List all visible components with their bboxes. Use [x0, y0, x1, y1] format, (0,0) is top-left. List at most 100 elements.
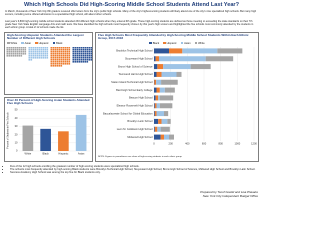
waffle-square — [64, 46, 67, 49]
bar-segment — [164, 134, 169, 140]
waffle-square — [72, 52, 75, 55]
bullet: Success Academy High School was among th… — [10, 171, 263, 174]
legend-item: White — [7, 42, 17, 45]
waffle-square — [88, 56, 91, 59]
legend-label: Hispanic — [38, 41, 49, 45]
waffle-square — [86, 48, 89, 51]
waffle-square — [42, 48, 45, 51]
waffle-square — [50, 62, 53, 65]
waffle-square — [74, 48, 77, 51]
waffle-square — [80, 56, 83, 59]
waffle-square — [60, 50, 63, 53]
waffle-square — [38, 46, 41, 49]
waffle-square — [46, 48, 49, 51]
waffle-square — [74, 52, 77, 55]
waffle-square — [40, 52, 43, 55]
waffle-square — [90, 48, 93, 51]
waffle-square — [80, 60, 83, 63]
waffle-square — [58, 54, 61, 57]
waffle-square — [66, 54, 69, 57]
waffle-square — [30, 52, 33, 55]
legend-label: Hispanic — [166, 41, 177, 45]
intro-paragraph: Last year's 6,800 high-scoring middle sc… — [5, 20, 254, 29]
waffle-square — [38, 52, 41, 55]
waffle-square — [90, 56, 93, 59]
bar-segment — [156, 87, 160, 93]
waffle-square — [52, 46, 55, 49]
bar-segment — [176, 71, 182, 77]
bar-segment — [156, 110, 164, 116]
legend-swatch — [7, 41, 10, 45]
legend-swatch — [149, 41, 152, 45]
waffle-square — [90, 52, 93, 55]
waffle-square — [76, 48, 79, 51]
waffle-square — [18, 50, 21, 53]
waffle-square — [54, 54, 57, 57]
bar-segment — [158, 95, 160, 101]
waffle-square — [90, 58, 93, 61]
waffle-square — [40, 56, 43, 59]
waffle-square — [82, 54, 85, 57]
chart-note: NOTE: Figures in parentheses are share o… — [98, 155, 183, 158]
waffle-square — [76, 56, 79, 59]
panel: High-Scoring Hispanic Students Attended … — [4, 32, 93, 95]
waffle-square — [80, 50, 83, 53]
waffle-square — [78, 46, 81, 49]
waffle-square — [50, 60, 53, 63]
x-tick-label: 1200 — [251, 142, 257, 146]
waffle-square — [56, 60, 59, 63]
waffle-square — [44, 56, 47, 59]
waffle-square — [16, 52, 19, 55]
bullet: Five of the 12 high schools enrolling th… — [10, 165, 263, 168]
waffle-square — [60, 46, 63, 49]
legend-swatch — [163, 41, 166, 45]
waffle-square — [30, 46, 33, 49]
waffle-square — [52, 52, 55, 55]
waffle-square — [80, 46, 83, 49]
waffle-square — [8, 50, 11, 53]
legend-swatch — [194, 41, 198, 45]
waffle-square — [40, 46, 43, 49]
waffle-square — [18, 54, 21, 57]
waffle-square — [66, 50, 69, 53]
waffle-square — [46, 50, 49, 53]
waffle-square — [58, 50, 61, 53]
waffle-square — [52, 60, 55, 63]
legend-label: Black — [152, 41, 160, 45]
waffle-square — [14, 46, 17, 49]
waffle-square — [54, 46, 57, 49]
waffle-square — [66, 62, 69, 65]
waffle-square — [80, 54, 83, 57]
waffle-square — [84, 48, 87, 51]
waffle-square — [38, 50, 41, 53]
waffle-square — [52, 64, 55, 67]
bar-segment — [157, 126, 161, 132]
bar-segment — [163, 63, 191, 69]
waffle-square — [64, 50, 67, 53]
waffle-square — [12, 48, 15, 51]
waffle-square — [54, 64, 57, 67]
waffle-square — [86, 46, 89, 49]
waffle-square — [56, 46, 59, 49]
y-tick-label: Leon M. Goldstein High School — [117, 127, 153, 131]
bar-segment — [154, 126, 158, 132]
waffle-square — [54, 48, 57, 51]
bar-segment — [154, 103, 155, 109]
waffle-square — [56, 52, 59, 55]
chart-title: Five High Schools Most Frequently Attend… — [98, 33, 249, 41]
x-tick-label: 800 — [219, 142, 224, 146]
waffle-square — [8, 54, 11, 57]
waffle-square — [84, 52, 87, 55]
waffle-square — [34, 56, 37, 59]
waffle-square — [24, 52, 27, 55]
waffle-square — [50, 54, 53, 57]
legend-item: White — [194, 41, 205, 45]
bar-segment — [164, 110, 169, 116]
waffle-square — [82, 46, 85, 49]
waffle-square — [40, 48, 43, 51]
waffle-square — [80, 48, 83, 51]
waffle-square — [22, 48, 25, 51]
waffle-square — [44, 54, 47, 57]
waffle-square — [16, 54, 19, 57]
waffle-square — [8, 46, 11, 49]
